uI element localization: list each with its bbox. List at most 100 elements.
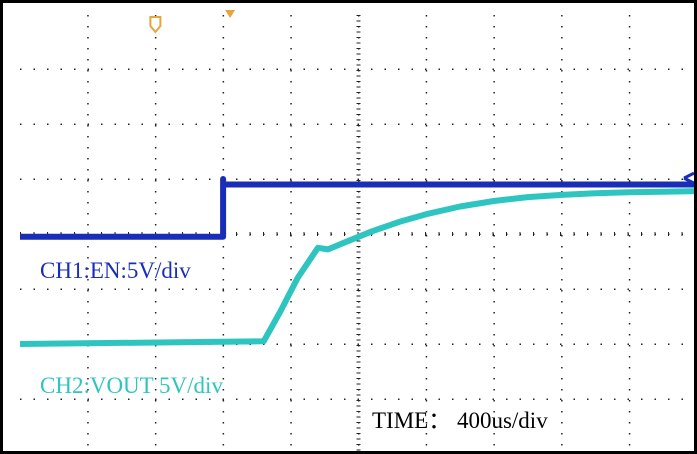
center-axis-tick [249,232,251,236]
grid-vertical-dot [290,81,292,83]
grid-horizontal-dot [330,343,332,345]
grid-horizontal-dot [276,398,278,400]
grid-horizontal-dot [290,68,292,70]
grid-vertical-dot [87,411,89,413]
grid-horizontal-dot [425,398,427,400]
center-axis-tick [654,232,656,236]
center-axis-tick [356,246,361,247]
grid-horizontal-dot [168,398,170,400]
grid-vertical-dot [290,213,292,215]
ch2-label: CH2:VOUT 5V/div [40,373,223,398]
center-axis-tick [356,152,361,154]
grid-horizontal-dot [560,68,562,70]
grid-vertical-dot [87,323,89,325]
grid-vertical-dot [290,15,292,17]
grid-horizontal-dot [141,178,143,180]
grid-vertical-dot [154,114,157,116]
grid-vertical-dot [87,15,89,17]
grid-horizontal-dot [479,398,481,400]
grid-horizontal-dot [182,398,184,400]
grid-horizontal-dot [357,68,359,70]
center-axis-tick [356,224,361,225]
grid-horizontal-dot [641,343,643,345]
grid-vertical-dot [222,301,225,303]
grid-vertical-dot [154,81,157,83]
grid-vertical-dot [561,180,563,182]
grid-vertical-dot [290,125,292,127]
grid-horizontal-dot [627,68,629,70]
grid-vertical-dot [290,323,292,325]
grid-horizontal-dot [101,68,103,70]
grid-vertical-dot [222,125,225,127]
grid-vertical-dot [222,114,225,116]
grid-horizontal-dot [641,68,643,70]
center-axis-tick [303,232,305,236]
grid-horizontal-dot [398,343,400,345]
grid-vertical-dot [628,279,631,281]
grid-vertical-dot [493,70,495,72]
grid-horizontal-dot [425,288,427,290]
grid-vertical-dot [222,158,225,160]
center-axis-tick [356,75,361,77]
center-axis-tick [356,378,361,379]
grid-horizontal-dot [465,343,467,345]
grid-vertical-dot [87,334,89,336]
grid-vertical-dot [628,312,631,314]
grid-horizontal-dot [20,123,22,125]
center-axis-tick [356,312,361,313]
grid-horizontal-dot [479,288,481,290]
grid-vertical-dot [290,301,292,303]
grid-vertical-dot [561,433,563,435]
grid-vertical-dot [154,389,157,391]
grid-horizontal-dot [641,123,643,125]
grid-vertical-dot [425,444,428,446]
grid-vertical-dot [493,268,495,270]
grid-vertical-dot [628,356,631,358]
grid-horizontal-dot [236,178,238,180]
grid-vertical-dot [425,59,428,61]
grid-vertical-dot [493,26,495,28]
grid-vertical-dot [493,301,495,303]
grid-horizontal-dot [398,288,400,290]
center-axis-tick [356,108,361,110]
center-axis-tick [356,328,361,330]
grid-vertical-dot [561,92,563,94]
grid-horizontal-dot [398,398,400,400]
grid-vertical-dot [493,389,495,391]
grid-vertical-dot [493,334,495,336]
center-axis-tick [356,196,361,198]
grid-vertical-dot [290,334,292,336]
center-axis-tick [356,53,361,55]
center-axis-tick [533,232,534,236]
grid-vertical-dot [425,389,428,391]
grid-horizontal-dot [249,288,251,290]
grid-vertical-dot [290,114,292,116]
grid-vertical-dot [425,103,428,105]
grid-horizontal-dot [492,68,494,70]
grid-vertical-dot [561,169,563,171]
grid-vertical-dot [628,433,631,435]
center-axis-tick [356,306,361,308]
center-axis-tick [356,125,361,126]
center-axis-tick [290,232,291,236]
grid-vertical-dot [628,81,631,83]
center-axis-tick [465,232,467,236]
center-axis-tick [356,295,361,297]
grid-vertical-dot [87,92,89,94]
grid-vertical-dot [87,103,89,105]
grid-vertical-dot [290,356,292,358]
center-axis-tick [344,232,345,236]
grid-vertical-dot [425,312,428,314]
center-axis-tick [356,229,361,231]
center-axis-tick [438,232,440,236]
grid-horizontal-dot [587,123,589,125]
grid-vertical-dot [290,268,292,270]
grid-vertical-dot [290,422,292,424]
grid-vertical-dot [87,257,89,259]
center-axis-tick [560,232,561,236]
grid-horizontal-dot [425,123,427,125]
grid-horizontal-dot [101,123,103,125]
grid-horizontal-dot [560,288,562,290]
center-axis-tick [356,213,361,214]
grid-vertical-dot [561,290,563,292]
